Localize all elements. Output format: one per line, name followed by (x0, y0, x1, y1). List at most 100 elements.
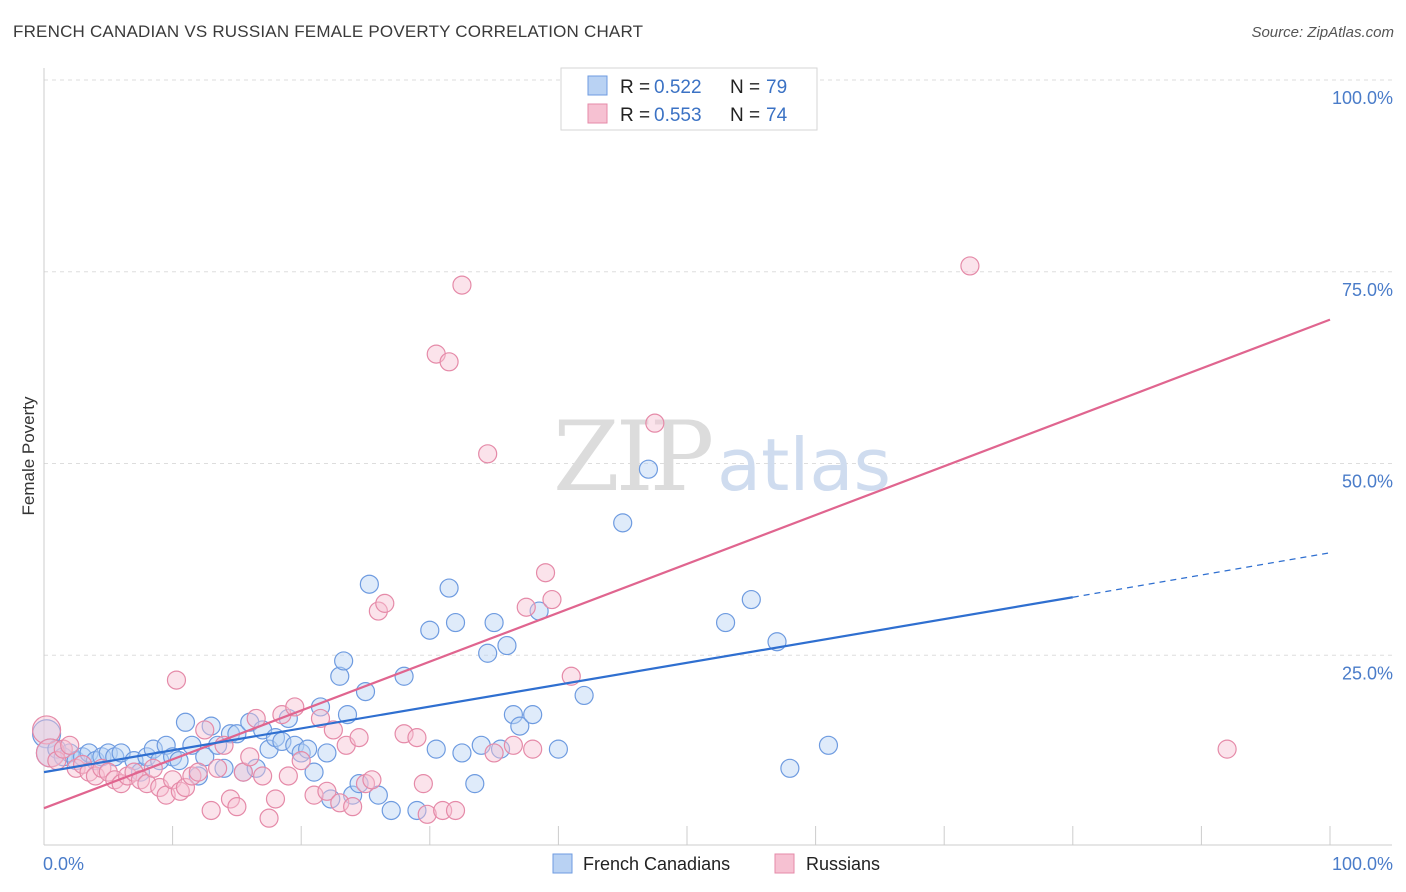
legend-r-value-2: 0.553 (654, 105, 702, 126)
trend-lines (43, 318, 1331, 810)
russians-point-35 (253, 766, 273, 786)
russians-point-52 (368, 601, 388, 621)
y-tick-labels: 100.0% 75.0% 50.0% 25.0% (1332, 88, 1393, 683)
russians-point-64 (484, 743, 504, 763)
russians-point-10 (98, 762, 118, 782)
russians-point-43 (310, 708, 331, 729)
russians-point-72 (960, 256, 980, 276)
y-tick-label-100: 100.0% (1332, 88, 1393, 108)
russians-point-67 (523, 739, 543, 759)
russians-point-41 (291, 751, 311, 771)
french-canadians-point-71 (548, 739, 569, 759)
watermark-atlas: atlas (717, 423, 891, 507)
grid-lines (44, 79, 1392, 656)
french-canadians-point-61 (465, 774, 485, 794)
legend-r-label-1: R = (620, 77, 650, 98)
trend-line-french-canadians (43, 596, 1073, 774)
russians-point-0 (31, 715, 62, 745)
french-canadians-point-57 (426, 739, 446, 759)
bottom-legend-label-russians: Russians (806, 854, 880, 874)
russians-point-28 (208, 758, 228, 778)
legend-swatch-blue (587, 75, 608, 96)
russians-point-33 (240, 747, 260, 767)
russians-point-26 (195, 720, 215, 740)
russians-point-73 (1217, 739, 1237, 759)
y-tick-label-50: 50.0% (1342, 472, 1393, 492)
french-canadians-point-74 (638, 459, 659, 479)
french-canadians-point-59 (445, 612, 466, 633)
russians-point-23 (175, 777, 196, 798)
legend-swatch-pink (587, 103, 608, 124)
french-canadians-point-75 (715, 612, 736, 633)
french-canadians-point-55 (407, 800, 427, 821)
legend-n-value-2: 74 (766, 105, 788, 126)
french-canadians-point-64 (484, 612, 504, 633)
french-canadians-point-7 (79, 743, 99, 763)
french-canadians-point-72 (574, 685, 594, 706)
watermark-zip: ZIP (553, 401, 712, 513)
russians-point-48 (343, 797, 363, 817)
russians-point-25 (188, 762, 208, 782)
russians-point-62 (452, 275, 472, 295)
legend-r-value-1: 0.522 (654, 77, 702, 98)
russians-point-60 (439, 352, 459, 372)
stats-legend: R = 0.522 N = 79 R = 0.553 N = 74 (560, 67, 818, 131)
legend-n-label-2: N = (730, 105, 760, 126)
source-label: Source: ZipAtlas.com (1251, 24, 1394, 41)
french-canadians-point-43 (317, 743, 337, 763)
x-tick-label-max: 100.0% (1332, 854, 1393, 874)
russians-point-53 (375, 593, 395, 613)
legend-n-value-1: 79 (766, 77, 787, 98)
y-tick-label-75: 75.0% (1342, 280, 1393, 300)
trend-line-russians (43, 318, 1331, 810)
russians-point-68 (535, 563, 556, 583)
russians-point-8 (85, 766, 106, 786)
french-canadians-point-41 (304, 762, 324, 782)
russians-point-42 (304, 785, 324, 805)
russians-point-12 (111, 774, 131, 794)
russians-point-45 (323, 720, 343, 740)
russians-point-46 (330, 793, 350, 813)
french-canadians-point-53 (381, 800, 401, 821)
french-canadians-point-45 (330, 666, 350, 686)
russians-point-65 (503, 735, 523, 755)
russians-point-30 (220, 789, 241, 809)
russians-point-51 (362, 770, 382, 790)
french-canadians-point-58 (439, 578, 459, 598)
russians-point-27 (201, 800, 221, 821)
russians-point-22 (170, 781, 190, 801)
russians-point-54 (394, 724, 414, 744)
french-canadians-point-32 (246, 758, 266, 778)
x-tick-label-min: 0.0% (43, 854, 84, 874)
french-canadians-point-79 (818, 735, 839, 755)
french-canadians-point-49 (349, 774, 369, 794)
legend-n-label-1: N = (730, 77, 760, 98)
russians-point-31 (227, 797, 247, 817)
russians-point-55 (407, 728, 427, 748)
series-legend: French Canadians Russians (552, 853, 880, 874)
french-canadians-point-27 (214, 758, 234, 778)
russians-point-61 (445, 800, 466, 821)
french-canadians-point-73 (613, 513, 633, 533)
french-canadians-point-68 (510, 716, 530, 736)
svg-text:R =: R = (620, 77, 650, 98)
series-russians-points (31, 256, 1237, 828)
french-canadians-point-21 (175, 712, 196, 732)
french-canadians-point-63 (478, 643, 498, 663)
chart-title: FRENCH CANADIAN VS RUSSIAN FEMALE POVERT… (13, 22, 644, 41)
french-canadians-point-66 (497, 635, 517, 656)
trend-line-french-canadians-extension (1072, 552, 1331, 598)
russians-point-69 (542, 589, 562, 610)
bottom-legend-swatch-blue (552, 853, 573, 874)
russians-point-49 (349, 728, 369, 748)
bottom-legend-label-french-canadians: French Canadians (583, 854, 730, 874)
russians-point-21 (166, 670, 187, 690)
russians-point-36 (259, 808, 279, 828)
russians-point-63 (478, 444, 498, 464)
french-canadians-point-46 (334, 651, 354, 671)
french-canadians-point-56 (420, 620, 440, 640)
french-canadians-point-60 (452, 743, 472, 763)
axes (43, 68, 1392, 846)
french-canadians-point-76 (741, 589, 761, 610)
